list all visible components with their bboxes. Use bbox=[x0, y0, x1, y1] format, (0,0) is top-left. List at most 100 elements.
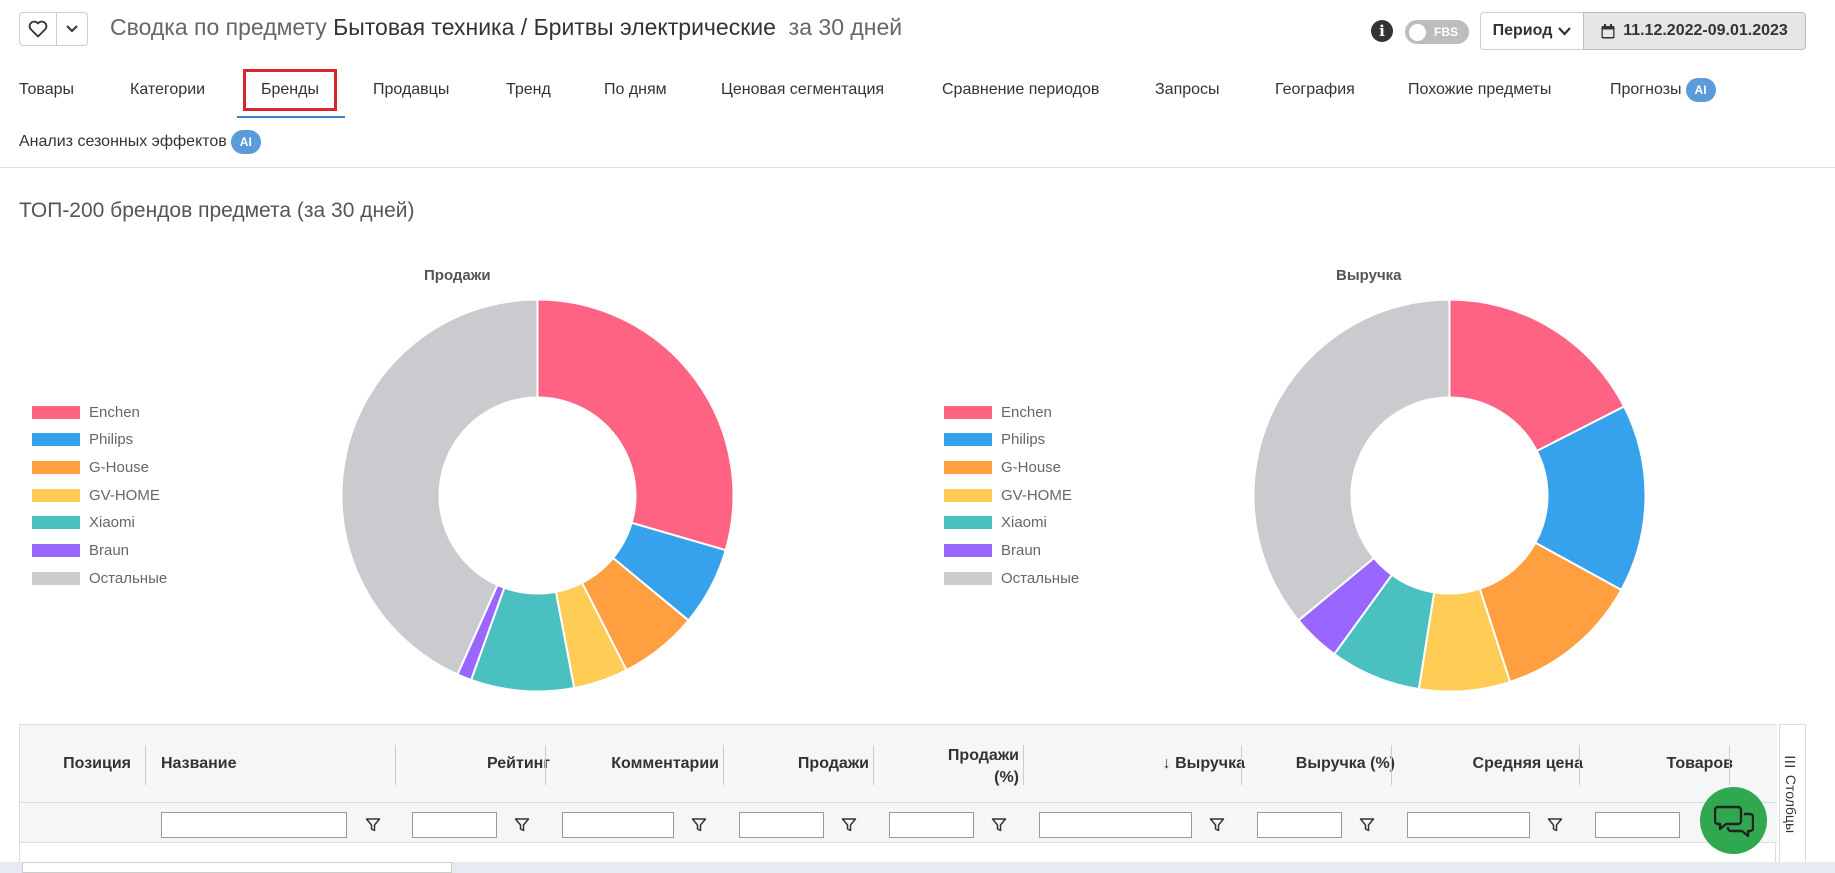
legend-label: Xiaomi bbox=[1001, 514, 1047, 532]
pie-slice-enchen[interactable] bbox=[1448, 298, 1626, 453]
column-separator[interactable] bbox=[1579, 745, 1580, 785]
legend-swatch bbox=[944, 460, 992, 474]
legend-item-braun[interactable]: Braun bbox=[944, 541, 1041, 561]
legend-swatch bbox=[944, 488, 992, 502]
legend-item-gv-home[interactable]: GV-HOME bbox=[32, 485, 160, 505]
legend-item-gv-home[interactable]: GV-HOME bbox=[944, 485, 1072, 505]
column-separator[interactable] bbox=[545, 745, 546, 785]
legend-label: Enchen bbox=[1001, 403, 1052, 421]
title-prefix: Сводка по предмету bbox=[110, 14, 327, 40]
filter-input-revenue[interactable] bbox=[1039, 812, 1192, 838]
columns-side-tab[interactable]: ☰ Столбцы bbox=[1779, 724, 1806, 873]
title-suffix: за 30 дней bbox=[788, 14, 903, 40]
pie-slice-остальные[interactable] bbox=[340, 298, 539, 676]
legend-swatch bbox=[32, 488, 80, 502]
tabs-divider bbox=[0, 167, 1835, 168]
column-header-sales[interactable]: Продажи bbox=[797, 755, 869, 772]
filter-icon[interactable] bbox=[841, 817, 857, 833]
tab-sellers[interactable]: Продавцы bbox=[373, 81, 450, 98]
pie-chart-sales bbox=[340, 298, 735, 693]
filter-input-average-price[interactable] bbox=[1407, 812, 1530, 838]
taskbar-search-box[interactable] bbox=[22, 862, 452, 873]
filter-icon[interactable] bbox=[514, 817, 530, 833]
legend-item-xiaomi[interactable]: Xiaomi bbox=[32, 513, 135, 533]
tab-trend[interactable]: Тренд bbox=[506, 81, 551, 98]
legend-item-enchen[interactable]: Enchen bbox=[944, 402, 1052, 422]
pie-slice-enchen[interactable] bbox=[536, 298, 735, 552]
legend-item-остальные[interactable]: Остальные bbox=[944, 568, 1079, 588]
legend-swatch bbox=[944, 405, 992, 419]
info-icon[interactable]: i bbox=[1371, 20, 1393, 42]
tab-categories[interactable]: Категории bbox=[130, 81, 206, 98]
column-header-rating[interactable]: Рейтинг bbox=[486, 755, 550, 772]
period-dropdown[interactable]: Период bbox=[1480, 12, 1584, 50]
column-header-average-price[interactable]: Средняя цена bbox=[1472, 755, 1583, 772]
chart-title-sales: Продажи bbox=[424, 267, 491, 284]
column-separator[interactable] bbox=[1729, 745, 1730, 785]
favorite-button[interactable] bbox=[19, 12, 57, 46]
legend-swatch bbox=[32, 433, 80, 447]
column-header-revenue-percent[interactable]: Выручка (%) bbox=[1295, 755, 1395, 772]
active-tab-highlight bbox=[243, 69, 337, 111]
chat-button[interactable] bbox=[1700, 787, 1767, 854]
column-header-sales-percent[interactable]: Продажи (%) bbox=[947, 747, 1019, 786]
column-separator[interactable] bbox=[873, 745, 874, 785]
pie-slice-philips[interactable] bbox=[1534, 405, 1647, 592]
table-header: Позиция Название Рейтинг Комментарии Про… bbox=[20, 725, 1777, 803]
filter-icon[interactable] bbox=[991, 817, 1007, 833]
tab-seasonal-effects[interactable]: Анализ сезонных эффектов AI bbox=[19, 127, 261, 157]
page-title: Сводка по предмету Бытовая техника / Бри… bbox=[110, 14, 902, 41]
legend-swatch bbox=[944, 433, 992, 447]
filter-icon[interactable] bbox=[691, 817, 707, 833]
legend-item-остальные[interactable]: Остальные bbox=[32, 568, 167, 588]
columns-icon: ☰ bbox=[1783, 755, 1799, 775]
legend-item-xiaomi[interactable]: Xiaomi bbox=[944, 513, 1047, 533]
column-header-position[interactable]: Позиция bbox=[63, 755, 131, 772]
legend-item-g-house[interactable]: G-House bbox=[944, 457, 1061, 477]
filter-input-rating[interactable] bbox=[412, 812, 497, 838]
legend-item-enchen[interactable]: Enchen bbox=[32, 402, 140, 422]
fbs-toggle[interactable]: FBS bbox=[1405, 20, 1469, 44]
tab-forecasts[interactable]: Прогнозы AI bbox=[1610, 75, 1716, 105]
tab-price-segmentation[interactable]: Ценовая сегментация bbox=[721, 81, 885, 98]
tab-by-days[interactable]: По дням bbox=[604, 81, 667, 98]
column-separator[interactable] bbox=[1023, 745, 1024, 785]
column-header-products[interactable]: Товаров bbox=[1666, 755, 1733, 772]
column-separator[interactable] bbox=[145, 745, 146, 785]
column-separator[interactable] bbox=[1241, 745, 1242, 785]
date-range-button[interactable]: 11.12.2022-09.01.2023 bbox=[1583, 12, 1806, 50]
tab-geography[interactable]: География bbox=[1275, 81, 1355, 98]
filter-input-name[interactable] bbox=[161, 812, 347, 838]
column-header-name[interactable]: Название bbox=[161, 755, 237, 772]
column-header-comments[interactable]: Комментарии bbox=[611, 755, 719, 772]
tab-period-comparison[interactable]: Сравнение периодов bbox=[942, 81, 1100, 98]
column-separator[interactable] bbox=[395, 745, 396, 785]
legend-swatch bbox=[32, 405, 80, 419]
column-header-revenue[interactable]: ↓ Выручка bbox=[1162, 755, 1245, 772]
tab-queries[interactable]: Запросы bbox=[1155, 81, 1220, 98]
column-separator[interactable] bbox=[723, 745, 724, 785]
os-taskbar bbox=[0, 862, 1835, 873]
legend-label: Philips bbox=[1001, 431, 1046, 449]
filter-input-sales-percent[interactable] bbox=[889, 812, 974, 838]
filter-input-revenue-percent[interactable] bbox=[1257, 812, 1342, 838]
tab-similar-subjects[interactable]: Похожие предметы bbox=[1408, 81, 1552, 98]
legend-item-philips[interactable]: Philips bbox=[32, 430, 133, 450]
tab-brands[interactable]: Бренды bbox=[261, 81, 319, 98]
filter-input-sales[interactable] bbox=[739, 812, 824, 838]
pie-slice-остальные[interactable] bbox=[1252, 298, 1451, 622]
legend-item-braun[interactable]: Braun bbox=[32, 541, 129, 561]
filter-icon[interactable] bbox=[365, 817, 381, 833]
favorite-dropdown-button[interactable] bbox=[57, 12, 88, 46]
filter-icon[interactable] bbox=[1547, 817, 1563, 833]
filter-icon[interactable] bbox=[1209, 817, 1225, 833]
column-separator[interactable] bbox=[1391, 745, 1392, 785]
filter-input-products[interactable] bbox=[1595, 812, 1680, 838]
chart-title-revenue: Выручка bbox=[1336, 267, 1402, 284]
legend-label: Braun bbox=[89, 542, 130, 559]
tab-products[interactable]: Товары bbox=[19, 81, 75, 98]
filter-icon[interactable] bbox=[1359, 817, 1375, 833]
legend-item-g-house[interactable]: G-House bbox=[32, 457, 149, 477]
filter-input-comments[interactable] bbox=[562, 812, 674, 838]
legend-item-philips[interactable]: Philips bbox=[944, 430, 1045, 450]
